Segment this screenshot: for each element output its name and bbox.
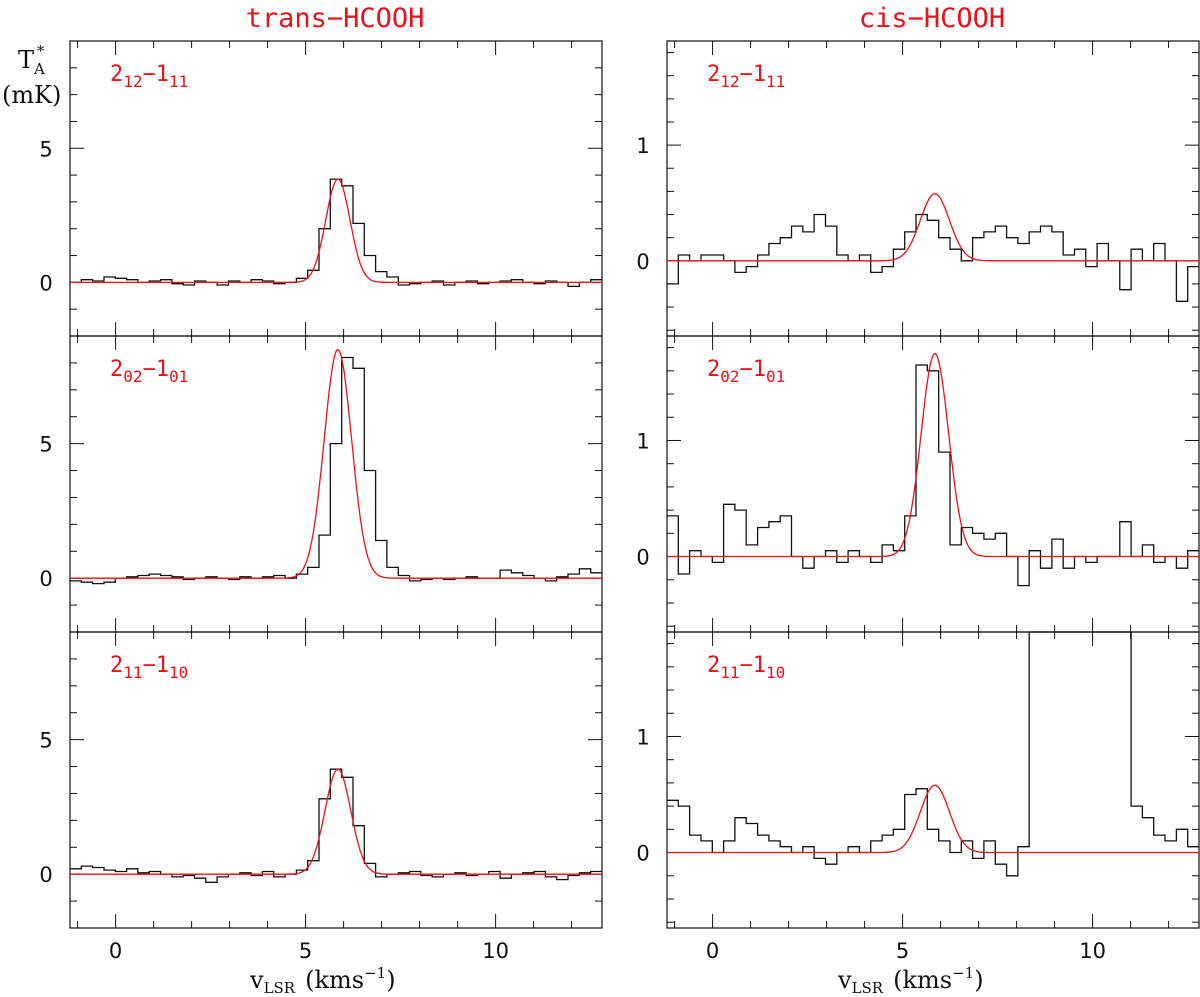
x-tick-label: 5 [299,939,312,963]
y-tick-label: 1 [636,134,649,158]
transition-label: 211−110 [707,653,785,682]
x-label-sub: LSR [264,979,296,997]
gaussian-fit [667,352,1199,558]
panel-0-2: 0 5 0 5 10 211−110 [39,631,603,963]
svg-text:TA*: TA* [18,42,45,78]
y-tick-label: 5 [39,433,52,457]
gaussian-fit [667,784,1199,854]
observed-spectrum [667,631,1199,877]
svg-text:vLSR(kms−1): vLSR (kms−1) [837,964,984,997]
gaussian-fit [70,178,602,284]
x-tick-label: 5 [896,939,909,963]
observed-spectrum [70,356,602,585]
x-tick-label: 0 [706,939,719,963]
x-label-sub-r: LSR [852,979,884,997]
y-axis-label: TA* (mK) [2,42,61,109]
y-tick-label: 0 [636,842,649,866]
y-label-sub: A [33,60,45,78]
gaussian-fit [667,193,1199,262]
gaussian-fit [70,349,602,579]
x-tick-label: 10 [482,939,509,963]
y-tick-label: 1 [636,429,649,453]
x-label-close-r: ) [974,966,983,994]
y-tick-label: 0 [39,567,52,591]
observed-spectrum [70,768,602,883]
x-tick-label: 0 [109,939,122,963]
column-title-cis: cis−HCOOH [859,3,1005,34]
panel-frame [69,631,603,929]
transition-label: 202−101 [707,357,785,386]
x-label-main: v [249,966,264,994]
y-tick-label: 0 [39,271,52,295]
y-label-unit: (mK) [2,81,61,109]
x-label-main-r: v [837,966,852,994]
observed-spectrum [667,213,1199,302]
y-label-main: T [18,46,34,74]
x-label-unit-r: (kms [893,966,952,994]
y-label-sup: * [37,42,45,60]
x-axis-label-right: vLSR (kms−1) [837,964,984,997]
panel-1-1: 0 1 202−101 [636,335,1200,633]
y-tick-label: 5 [39,137,52,161]
transition-label: 212−111 [110,62,188,91]
x-tick-label: 10 [1079,939,1106,963]
svg-text:vLSR(kms−1): vLSR (kms−1) [249,964,396,997]
y-tick-label: 0 [636,546,649,570]
panel-0-0: 0 5 212−111 [39,40,603,337]
x-axis-label-left: vLSR (kms−1) [249,964,396,997]
transition-label: 212−111 [707,62,785,91]
y-tick-label: 0 [636,250,649,274]
y-tick-label: 0 [39,863,52,887]
y-tick-label: 5 [39,729,52,753]
column-title-trans: trans−HCOOH [246,3,425,34]
observed-spectrum [667,364,1199,587]
x-label-close: ) [386,966,395,994]
observed-spectrum [70,178,602,288]
y-tick-label: 1 [636,725,649,749]
gaussian-fit [70,768,602,875]
x-label-exp-r: −1 [952,964,974,982]
x-label-exp: −1 [364,964,386,982]
panel-1-0: 0 1 212−111 [636,40,1200,337]
panel-0-1: 0 5 202−101 [39,335,603,633]
transition-label: 202−101 [110,357,188,386]
x-label-unit: (kms [305,966,364,994]
transition-label: 211−110 [110,653,188,682]
panel-frame [666,631,1200,929]
